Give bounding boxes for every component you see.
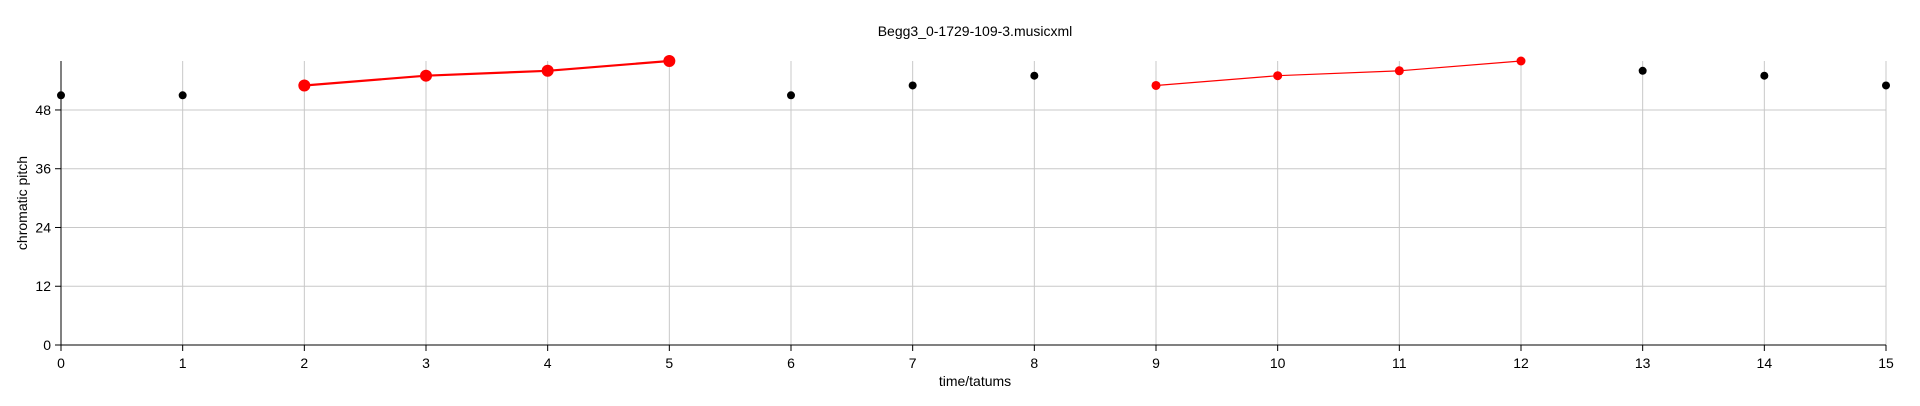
x-tick-label: 9: [1152, 355, 1160, 371]
data-point: [178, 91, 187, 100]
y-tick-label: 12: [35, 278, 51, 294]
data-point: [787, 91, 795, 100]
x-tick-label: 5: [665, 355, 673, 371]
x-tick-label: 14: [1757, 355, 1773, 371]
x-tick-label: 1: [179, 355, 187, 371]
x-tick-label: 8: [1030, 355, 1038, 371]
data-point: [1151, 80, 1161, 90]
data-point: [541, 64, 554, 77]
series-line: [1155, 60, 1522, 87]
data-point: [1882, 81, 1890, 90]
data-point: [298, 79, 311, 92]
data-point: [1516, 56, 1526, 66]
data-point: [908, 81, 917, 90]
x-tick-label: 12: [1513, 355, 1529, 371]
data-point: [1030, 71, 1039, 80]
data-point: [1760, 71, 1769, 80]
x-tick-label: 10: [1270, 355, 1286, 371]
x-tick-label: 11: [1392, 355, 1407, 371]
y-axis-label: chromatic pitch: [14, 156, 30, 250]
x-tick-label: 3: [422, 355, 430, 371]
axes: [60, 61, 1886, 346]
data-point: [1638, 66, 1647, 75]
data-point: [1273, 71, 1283, 81]
y-tick-label: 24: [35, 219, 51, 235]
x-tick-label: 7: [909, 355, 917, 371]
x-tick-label: 2: [300, 355, 308, 371]
data-point: [57, 91, 65, 100]
x-tick-label: 0: [57, 355, 65, 371]
grid: [60, 61, 1887, 346]
data-point: [663, 55, 676, 67]
chart-title: Begg3_0-1729-109-3.musicxml: [878, 23, 1073, 39]
data-points: [57, 55, 1890, 100]
y-tick-label: 48: [35, 102, 51, 118]
x-tick-label: 4: [544, 355, 552, 371]
x-axis-label: time/tatums: [939, 373, 1011, 389]
data-point: [420, 69, 432, 82]
y-tick-label: 0: [43, 337, 51, 353]
x-tick-label: 15: [1878, 355, 1894, 371]
y-tick-label: 36: [35, 161, 51, 177]
x-tick-label: 6: [787, 355, 795, 371]
series-lines: [304, 59, 1522, 87]
data-point: [1394, 66, 1404, 76]
x-tick-label: 13: [1635, 355, 1651, 371]
series-line: [304, 59, 670, 87]
